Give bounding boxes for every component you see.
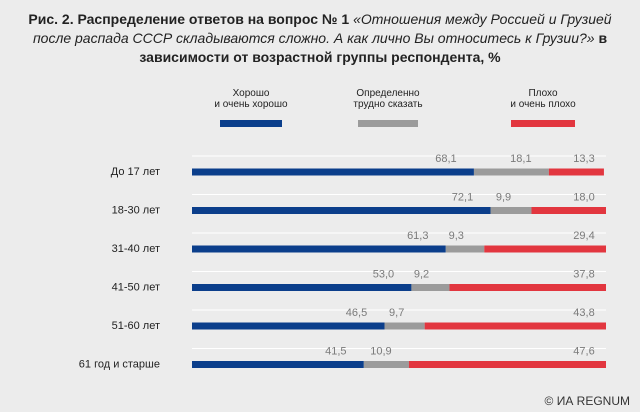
bar-unsure [473, 168, 549, 176]
bar-unsure [445, 245, 485, 253]
value-label-unsure: 9,3 [449, 230, 464, 242]
legend-swatch-good [220, 120, 282, 127]
legend-swatch-unsure [358, 120, 418, 127]
category-label: 51-60 лет [112, 320, 160, 332]
bar-bad [424, 322, 606, 330]
bar-bad [408, 361, 606, 368]
bar-good [192, 322, 385, 330]
legend-label-bad: Плохо [528, 88, 557, 99]
value-label-good: 53,0 [373, 269, 394, 281]
legend-label-unsure: трудно сказать [353, 99, 422, 110]
value-label-unsure: 9,7 [389, 307, 404, 319]
value-label-bad: 18,0 [573, 192, 594, 204]
value-label-bad: 29,4 [573, 230, 594, 242]
bar-bad [531, 207, 606, 214]
title-prefix: Рис. 2. Распределение ответов на вопрос … [28, 11, 350, 27]
chart-title: Рис. 2. Распределение ответов на вопрос … [20, 10, 620, 67]
category-label: 41-50 лет [112, 282, 160, 294]
value-label-bad: 43,8 [573, 307, 594, 319]
bar-unsure [490, 207, 532, 214]
value-label-unsure: 9,9 [496, 192, 511, 204]
bar-bad [449, 284, 606, 291]
legend-label-bad: и очень плохо [510, 99, 576, 110]
bar-unsure [411, 284, 450, 291]
value-label-unsure: 18,1 [510, 153, 531, 165]
bar-good [192, 168, 474, 176]
legend-label-good: и очень хорошо [214, 99, 288, 110]
legend-swatch-bad [511, 120, 575, 127]
title-suffix: в зависимости от возрастной группы респо… [139, 30, 608, 65]
value-label-bad: 13,3 [573, 153, 594, 165]
bar-bad [484, 245, 606, 253]
copyright: © ИА REGNUM [544, 394, 630, 408]
bar-good [192, 245, 446, 253]
value-label-unsure: 9,2 [414, 269, 429, 281]
bar-bad [548, 168, 604, 176]
legend-label-good: Хорошо [233, 88, 270, 99]
bar-unsure [363, 361, 409, 368]
value-label-unsure: 10,9 [370, 346, 391, 358]
bar-good [192, 207, 491, 214]
value-label-good: 61,3 [407, 230, 428, 242]
category-label: 61 год и старше [79, 359, 160, 371]
bar-good [192, 361, 364, 368]
category-label: До 17 лет [111, 166, 160, 178]
bar-unsure [384, 322, 425, 330]
category-label: 18-30 лет [112, 205, 160, 217]
value-label-good: 46,5 [346, 307, 367, 319]
category-label: 31-40 лет [112, 243, 160, 255]
title-question: «Отношения между Россией и Грузией после… [32, 11, 612, 46]
value-label-good: 68,1 [435, 153, 456, 165]
value-label-bad: 37,8 [573, 269, 594, 281]
value-label-good: 41,5 [325, 346, 346, 358]
value-label-bad: 47,6 [573, 346, 594, 358]
value-label-good: 72,1 [452, 192, 473, 204]
bar-good [192, 284, 412, 291]
legend-label-unsure: Определенно [356, 88, 420, 99]
